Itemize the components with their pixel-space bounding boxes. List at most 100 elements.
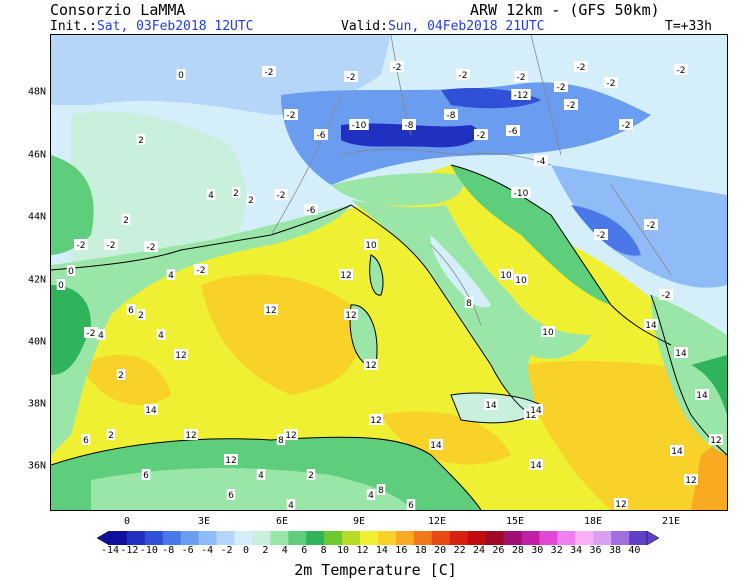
temperature-label: 14 — [695, 389, 709, 401]
temperature-label-text: 12 — [225, 456, 236, 466]
temperature-label-bg — [304, 204, 318, 215]
temperature-label: 12 — [344, 309, 358, 321]
temperature-label-text: 6 — [408, 501, 414, 510]
temperature-label-text: 2 — [118, 371, 124, 381]
temperature-label: -2 — [574, 61, 588, 73]
temperature-label-text: 0 — [178, 71, 184, 81]
temperature-label-text: 12 — [365, 361, 376, 371]
init-label: Init.: — [50, 19, 97, 34]
sea-warm-patch — [691, 435, 727, 510]
temperature-label-bg — [286, 499, 296, 510]
border — [430, 244, 482, 326]
colorbar-cell — [378, 531, 397, 545]
temperature-label: 4 — [286, 499, 296, 510]
colorbar-tick: -10 — [139, 545, 158, 556]
temperature-label: -8 — [444, 109, 458, 121]
temperature-label: -10 — [511, 187, 531, 199]
temperature-label: 12 — [174, 349, 188, 361]
temperature-label-text: -10 — [514, 189, 529, 199]
colorbar-cell — [467, 531, 486, 545]
temperature-label: 6 — [406, 499, 416, 510]
temperature-label: -10 — [349, 119, 369, 131]
temperature-label: 12 — [614, 498, 628, 510]
colorbar-cell — [288, 531, 307, 545]
temperature-label-bg — [81, 434, 91, 445]
coast-green — [51, 205, 351, 455]
valid-row: Valid:Sun, 04Feb2018 21UTC — [341, 19, 545, 35]
temperature-label-text: -2 — [107, 241, 116, 251]
coastline — [51, 204, 352, 271]
colorbar-cell — [629, 531, 648, 545]
temperature-label: -2 — [554, 81, 568, 93]
colorbar-tick: -12 — [120, 545, 139, 556]
temperature-label: 2 — [306, 469, 316, 481]
temperature-label-bg — [136, 309, 146, 320]
temperature-label: -6 — [506, 125, 520, 137]
temperature-label: 14 — [429, 439, 443, 451]
colorbar-cell — [306, 531, 325, 545]
temperature-label-bg — [121, 214, 131, 225]
temperature-label-text: -2 — [557, 83, 566, 93]
temperature-label-bg — [274, 189, 288, 200]
temperature-label-bg — [262, 66, 276, 77]
temperature-label: 12 — [184, 429, 198, 441]
longitude-label: 21E — [661, 516, 681, 527]
temperature-label-text: 4 — [368, 491, 374, 501]
colorbar-cell — [575, 531, 594, 545]
temperature-label-bg — [529, 404, 543, 415]
temperature-label-bg — [511, 89, 531, 100]
temperature-label-bg — [674, 64, 688, 75]
temperature-label: 12 — [339, 269, 353, 281]
latitude-label: 46N — [28, 149, 47, 161]
temperature-label: 12 — [284, 429, 298, 441]
temperature-label-text: 0 — [68, 267, 74, 277]
colorbar-tick: -6 — [181, 545, 194, 556]
temperature-label-bg — [709, 434, 723, 445]
land-cool-zone — [71, 111, 246, 265]
temperature-label: 12 — [369, 414, 383, 426]
sardinia — [350, 304, 377, 366]
temperature-label-text: 12 — [345, 311, 356, 321]
temperature-label-bg — [529, 459, 543, 470]
temperature-label: 14 — [484, 399, 498, 411]
temperature-label-bg — [126, 304, 136, 315]
colorbar-cell — [593, 531, 612, 545]
colorbar-tick: 12 — [356, 545, 369, 556]
longitude-label: 9E — [352, 516, 366, 527]
temperature-label-bg — [349, 119, 369, 130]
colorbar-arrow-left — [97, 531, 110, 545]
temperature-label: 12 — [224, 454, 238, 466]
longitude-label: 12E — [427, 516, 447, 527]
temperature-label: -2 — [390, 61, 404, 73]
temperature-label: 2 — [246, 194, 256, 206]
temperature-label-text: 12 — [185, 431, 196, 441]
temperature-label-text: 14 — [671, 447, 683, 457]
temperature-label-bg — [144, 241, 158, 252]
temperature-label: 14 — [529, 459, 543, 471]
sea-mid-patch — [521, 360, 727, 510]
temperature-label-bg — [674, 347, 688, 358]
temperature-label-bg — [84, 327, 98, 338]
temperature-label-text: -6 — [509, 127, 518, 137]
longitude-label: 15E — [505, 516, 525, 527]
temperature-label-bg — [506, 125, 520, 136]
temperature-label: 12 — [709, 434, 723, 446]
corsica — [369, 255, 383, 296]
temperature-label: 8 — [276, 434, 286, 446]
temperature-labels: -2 0 -2 -2 -2 -2 -2 -2 -2 -2 -10 -8 -6 -2 -8 -2 -12 -2 -4 -… — [56, 61, 723, 510]
temperature-label-text: -2 — [517, 73, 526, 83]
temperature-label-bg — [364, 239, 378, 250]
temperature-label-bg — [390, 61, 404, 72]
temperature-label: -2 — [564, 99, 578, 111]
temperature-label-text: -2 — [197, 266, 206, 276]
temperature-label-bg — [166, 269, 176, 280]
border — [340, 148, 552, 166]
temperature-label-bg — [136, 134, 146, 145]
temperature-label-bg — [184, 429, 198, 440]
temperature-label: 4 — [166, 269, 176, 281]
italy-core — [430, 235, 491, 308]
temperature-label-text: 14 — [145, 406, 157, 416]
latitude-label: 38N — [28, 398, 47, 410]
colorbar-tick: 30 — [531, 545, 544, 556]
temperature-label-bg — [684, 474, 698, 485]
